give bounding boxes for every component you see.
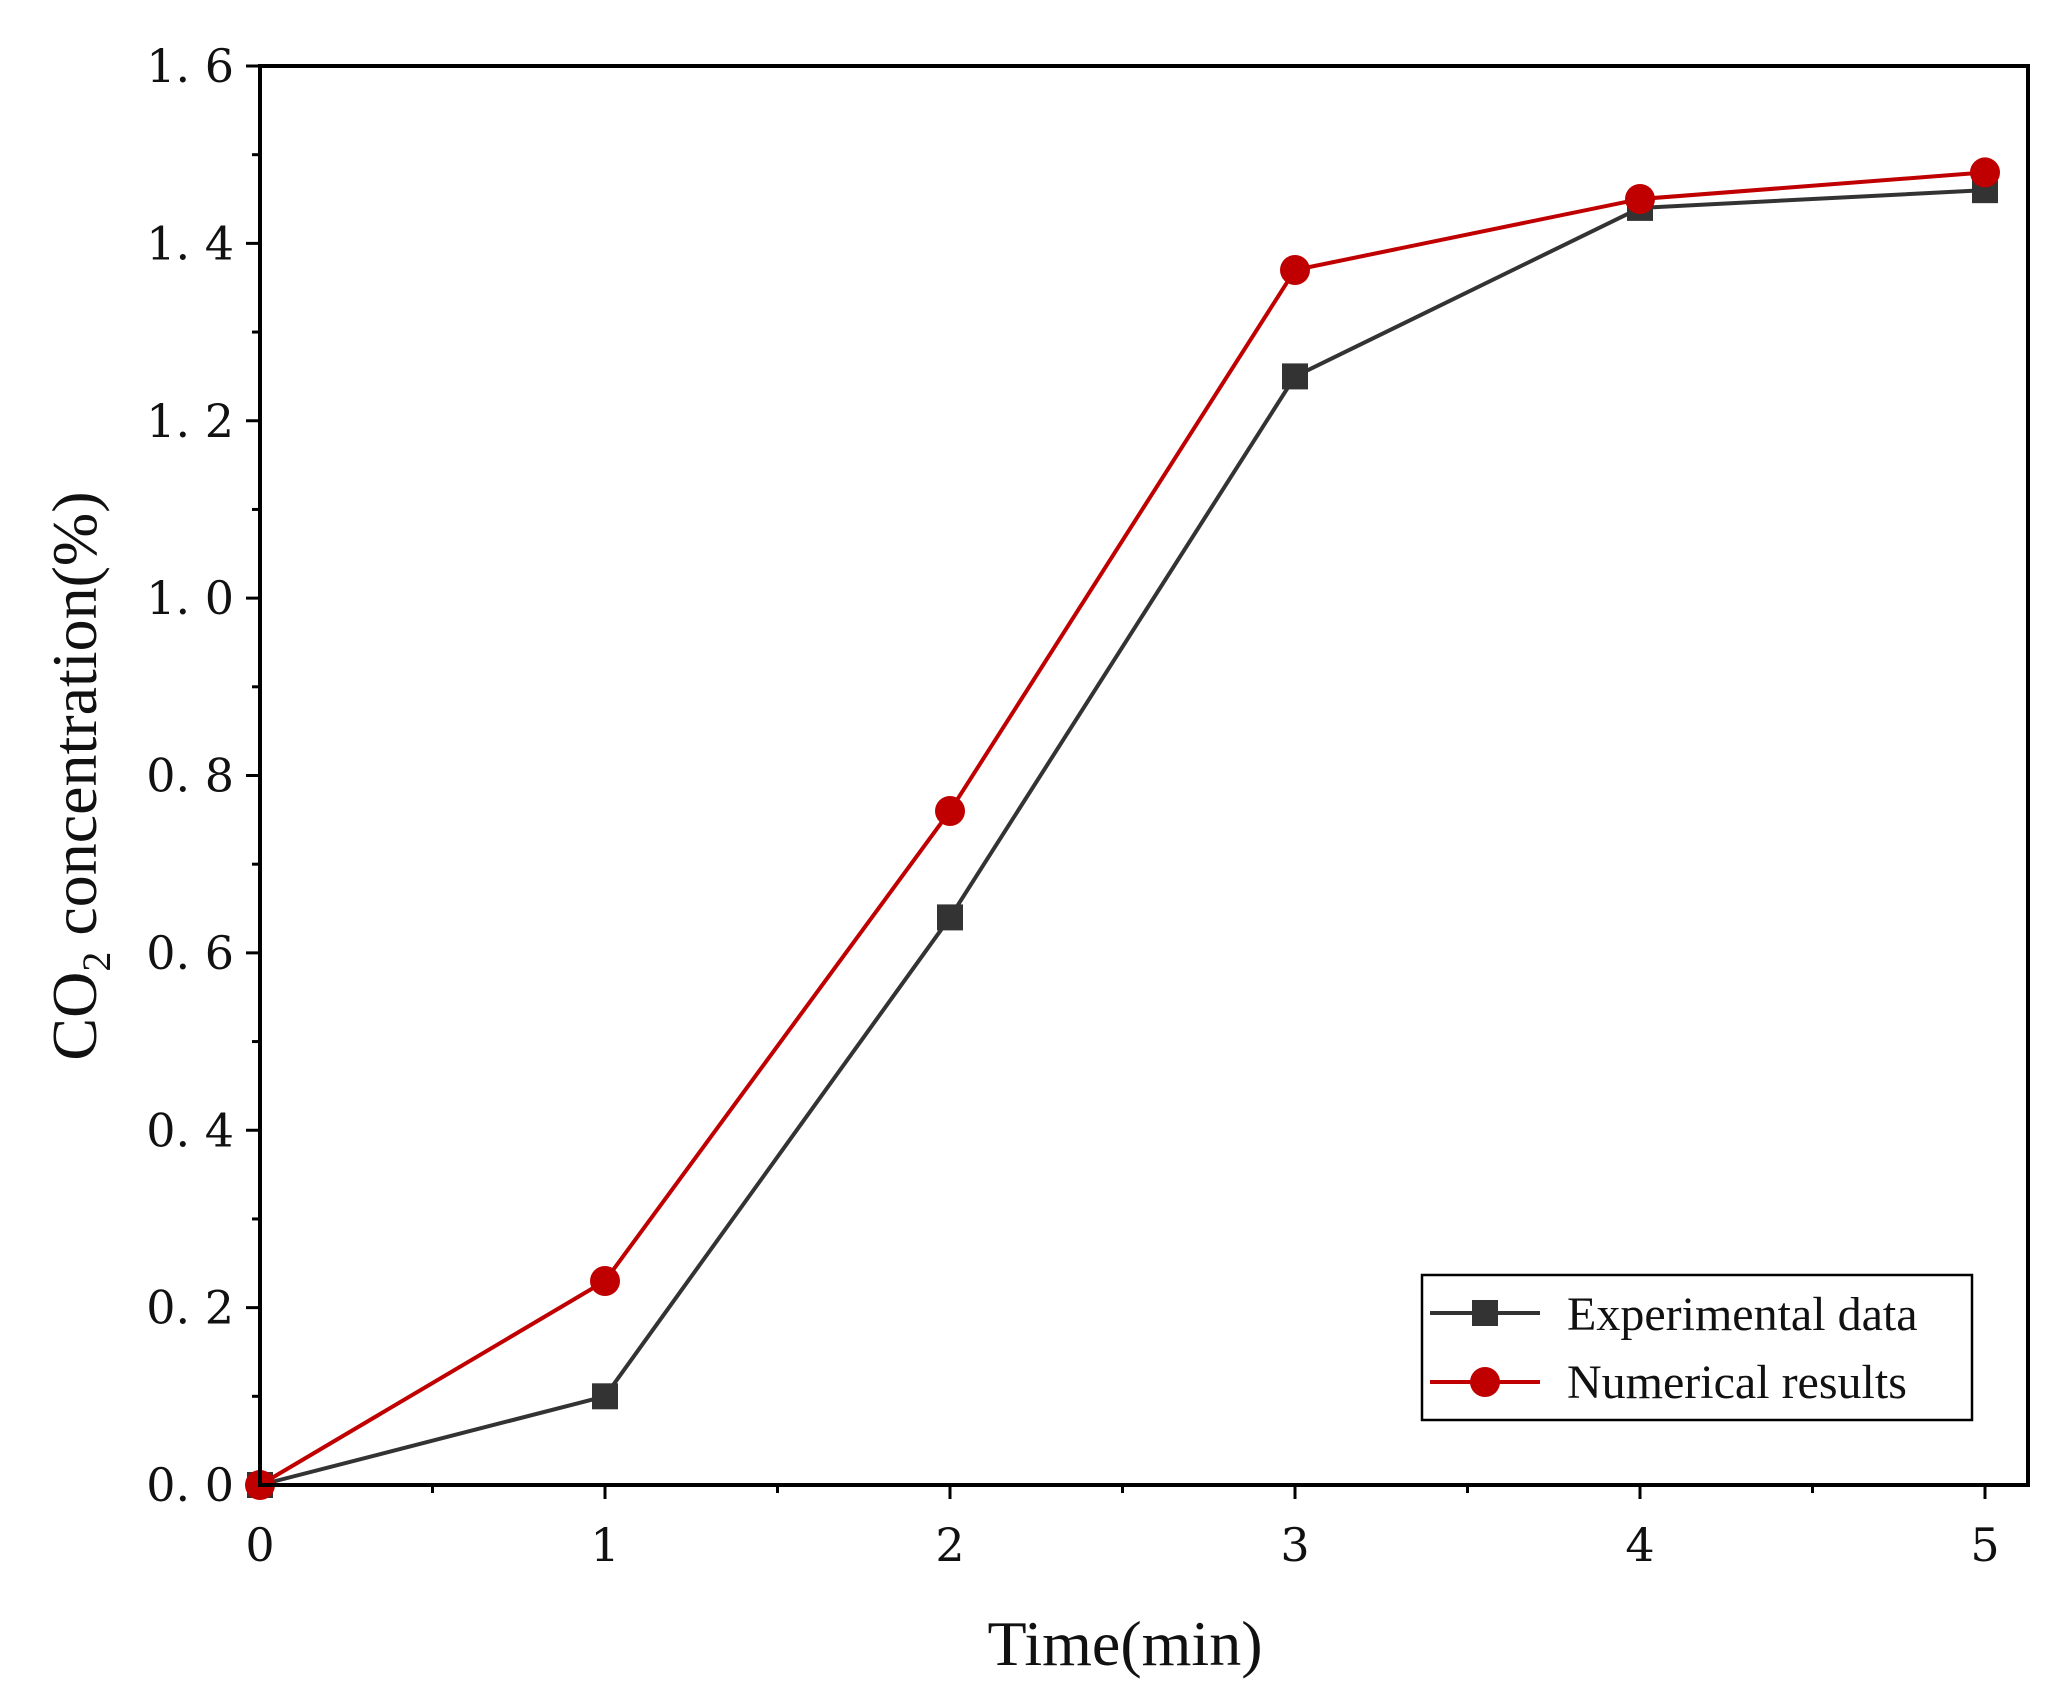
legend-circle-marker: [1470, 1367, 1500, 1397]
plot-area-frame: [258, 64, 2030, 1487]
data-point-experimental-data: [592, 1383, 618, 1410]
legend-item-experimental: Experimental data: [1430, 1288, 1918, 1341]
y-tick-label: 0. 4: [146, 1103, 234, 1157]
y-tick-label: 1. 6: [146, 39, 234, 93]
x-tick-label: 3: [1280, 1518, 1309, 1572]
data-point-numerical-results: [1625, 184, 1655, 215]
data-point-experimental-data: [1282, 363, 1308, 390]
y-tick-label: 0. 2: [146, 1281, 234, 1335]
x-axis-title: Time(min): [988, 1608, 1263, 1679]
y-tick-label: 0. 0: [146, 1458, 234, 1512]
x-tick-label: 0: [245, 1518, 274, 1572]
y-tick-label: 1. 2: [146, 394, 234, 448]
legend-label-experimental: Experimental data: [1567, 1288, 1918, 1341]
y-tick-label: 0. 8: [146, 749, 234, 803]
series-layer: [245, 157, 2000, 1500]
legend-item-numerical: Numerical results: [1430, 1356, 1907, 1409]
legend-box: [1420, 1273, 1974, 1422]
x-tick-label: 4: [1625, 1518, 1654, 1572]
y-tick-label: 0. 6: [146, 926, 234, 980]
y-tick-label: 1. 4: [146, 216, 234, 270]
legend-label-numerical: Numerical results: [1567, 1356, 1907, 1409]
data-point-numerical-results: [1970, 157, 2000, 188]
data-point-numerical-results: [1280, 254, 1310, 285]
y-axis-title-subscript: 2: [74, 952, 119, 972]
x-tick-label: 5: [1970, 1518, 1999, 1572]
y-axis-title-main: CO: [39, 972, 110, 1061]
y-axis-title: CO2 concentration(%): [39, 491, 119, 1060]
x-tick-label: 1: [590, 1518, 619, 1572]
legend-square-marker: [1472, 1300, 1498, 1326]
y-axis-title-rest: concentration(%): [39, 491, 110, 951]
legend: Experimental data Numerical results: [1420, 1273, 1974, 1422]
data-point-experimental-data: [937, 904, 963, 931]
series-line-numerical-results: [258, 170, 1986, 1487]
data-point-numerical-results: [935, 795, 965, 826]
y-tick-label: 1. 0: [146, 571, 234, 625]
y-tick-labels: 0. 0 0. 2 0. 4 0. 6 0. 8 1. 0 1. 2 1. 4 1. 6: [146, 39, 234, 1512]
data-point-numerical-results: [590, 1266, 620, 1297]
series-line-experimental-data: [259, 188, 1986, 1487]
x-tick-labels: 0 1 2 3 4 5: [245, 1518, 1999, 1572]
x-tick-label: 2: [935, 1518, 964, 1572]
